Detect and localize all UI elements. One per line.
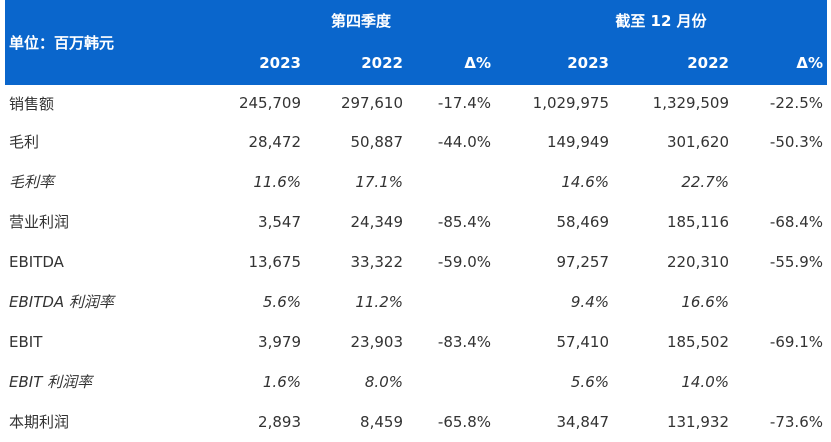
financial-table-container: 单位：百万韩元 第四季度 截至 12 月份 2023 2022 Δ% 2023 … <box>5 0 827 442</box>
table-cell <box>733 161 827 202</box>
table-row: 销售额 245,709 297,610 -17.4% 1,029,975 1,329,50… <box>5 85 827 122</box>
table-cell: 3,547 <box>227 201 305 242</box>
table-cell: 297,610 <box>305 85 407 122</box>
table-cell: 22.7% <box>613 161 733 202</box>
table-cell: -55.9% <box>733 241 827 282</box>
table-cell: 301,620 <box>613 121 733 162</box>
table-cell <box>407 161 495 202</box>
table-cell: -17.4% <box>407 85 495 122</box>
table-cell: 1,329,509 <box>613 85 733 122</box>
table-cell: 245,709 <box>227 85 305 122</box>
table-body: 销售额 245,709 297,610 -17.4% 1,029,975 1,329,50… <box>5 85 827 442</box>
row-label: EBITDA 利润率 <box>5 281 227 322</box>
table-cell <box>407 281 495 322</box>
table-cell: 50,887 <box>305 121 407 162</box>
table-header: 单位：百万韩元 第四季度 截至 12 月份 2023 2022 Δ% 2023 … <box>5 0 827 85</box>
row-label: EBIT 利润率 <box>5 361 227 402</box>
column-header-ytd-change: Δ% <box>733 40 827 85</box>
table-cell: -85.4% <box>407 201 495 242</box>
table-row: EBIT 利润率 1.6% 8.0% 5.6% 14.0% <box>5 361 827 402</box>
row-label: 营业利润 <box>5 201 227 242</box>
group-header-q4: 第四季度 <box>227 0 495 40</box>
financial-results-table: 单位：百万韩元 第四季度 截至 12 月份 2023 2022 Δ% 2023 … <box>5 0 827 442</box>
table-cell: -65.8% <box>407 401 495 442</box>
table-cell: 16.6% <box>613 281 733 322</box>
column-header-q4-2022: 2022 <box>305 40 407 85</box>
table-cell: -69.1% <box>733 321 827 362</box>
table-cell: -59.0% <box>407 241 495 282</box>
column-header-q4-change: Δ% <box>407 40 495 85</box>
table-cell: 1,029,975 <box>495 85 613 122</box>
table-cell: 9.4% <box>495 281 613 322</box>
unit-label: 单位：百万韩元 <box>5 0 227 85</box>
table-cell: 28,472 <box>227 121 305 162</box>
table-cell: 185,116 <box>613 201 733 242</box>
table-cell <box>733 281 827 322</box>
group-header-ytd: 截至 12 月份 <box>495 0 827 40</box>
table-cell: 220,310 <box>613 241 733 282</box>
table-cell: 185,502 <box>613 321 733 362</box>
table-cell: 8.0% <box>305 361 407 402</box>
table-cell: -73.6% <box>733 401 827 442</box>
table-cell <box>407 361 495 402</box>
table-cell: 2,893 <box>227 401 305 442</box>
table-row: 营业利润 3,547 24,349 -85.4% 58,469 185,116 -68.4% <box>5 201 827 242</box>
table-cell: 14.6% <box>495 161 613 202</box>
column-header-q4-2023: 2023 <box>227 40 305 85</box>
table-cell: 17.1% <box>305 161 407 202</box>
table-cell: 24,349 <box>305 201 407 242</box>
table-cell: 23,903 <box>305 321 407 362</box>
table-cell: 11.6% <box>227 161 305 202</box>
table-cell: 34,847 <box>495 401 613 442</box>
table-cell: 11.2% <box>305 281 407 322</box>
table-row: EBIT 3,979 23,903 -83.4% 57,410 185,502 -69.1% <box>5 321 827 362</box>
table-row: EBITDA 13,675 33,322 -59.0% 97,257 220,310 -55… <box>5 241 827 282</box>
table-cell <box>733 361 827 402</box>
row-label: 本期利润 <box>5 401 227 442</box>
row-label: 毛利率 <box>5 161 227 202</box>
table-cell: 5.6% <box>227 281 305 322</box>
row-label: EBITDA <box>5 241 227 282</box>
table-cell: -68.4% <box>733 201 827 242</box>
table-cell: 8,459 <box>305 401 407 442</box>
table-cell: -50.3% <box>733 121 827 162</box>
table-cell: 131,932 <box>613 401 733 442</box>
table-cell: -22.5% <box>733 85 827 122</box>
table-cell: 14.0% <box>613 361 733 402</box>
table-row: EBITDA 利润率 5.6% 11.2% 9.4% 16.6% <box>5 281 827 322</box>
table-cell: 1.6% <box>227 361 305 402</box>
table-cell: 57,410 <box>495 321 613 362</box>
table-row: 本期利润 2,893 8,459 -65.8% 34,847 131,932 -73.6% <box>5 401 827 442</box>
column-header-ytd-2022: 2022 <box>613 40 733 85</box>
table-row: 毛利 28,472 50,887 -44.0% 149,949 301,620 -50.3% <box>5 121 827 162</box>
column-header-ytd-2023: 2023 <box>495 40 613 85</box>
row-label: 销售额 <box>5 85 227 122</box>
table-cell: 5.6% <box>495 361 613 402</box>
table-row: 毛利率 11.6% 17.1% 14.6% 22.7% <box>5 161 827 202</box>
table-cell: -44.0% <box>407 121 495 162</box>
table-cell: 97,257 <box>495 241 613 282</box>
table-cell: 13,675 <box>227 241 305 282</box>
table-cell: 3,979 <box>227 321 305 362</box>
table-cell: 33,322 <box>305 241 407 282</box>
table-cell: 149,949 <box>495 121 613 162</box>
table-cell: -83.4% <box>407 321 495 362</box>
row-label: EBIT <box>5 321 227 362</box>
table-cell: 58,469 <box>495 201 613 242</box>
row-label: 毛利 <box>5 121 227 162</box>
